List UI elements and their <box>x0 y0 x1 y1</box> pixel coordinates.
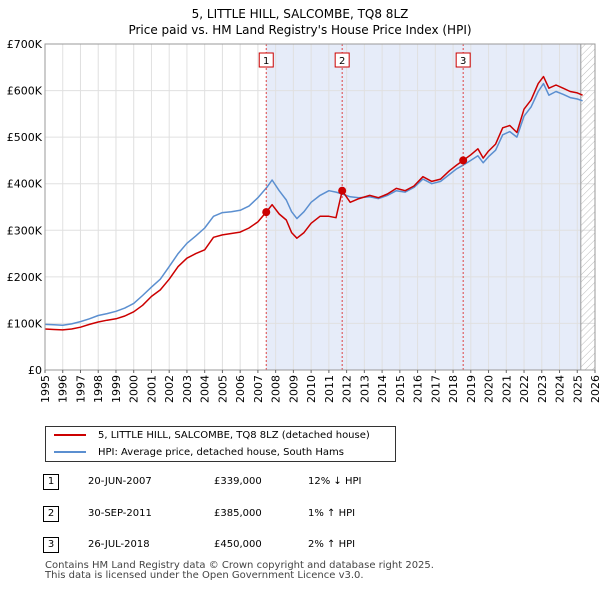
x-tick-label: 2024 <box>554 375 567 403</box>
y-tick-label: £0 <box>28 364 42 377</box>
chart-subtitle: Price paid vs. HM Land Registry's House … <box>128 23 471 37</box>
sale-number-badge: 2 <box>43 506 59 522</box>
hpi-line <box>44 82 583 327</box>
sale-marker-box <box>334 52 350 68</box>
x-tick-label: 2017 <box>429 375 442 403</box>
x-tick-label: 1996 <box>57 375 70 403</box>
chart-title: 5, LITTLE HILL, SALCOMBE, TQ8 8LZ <box>192 7 409 21</box>
x-tick-label: 2020 <box>483 375 496 403</box>
x-tick-label: 2015 <box>394 375 407 403</box>
footer: Contains HM Land Registry data © Crown c… <box>45 561 434 581</box>
legend-label-property: 5, LITTLE HILL, SALCOMBE, TQ8 8LZ (detac… <box>98 430 370 441</box>
x-tick-label: 2014 <box>376 375 389 403</box>
forecast-hatch <box>580 44 595 370</box>
x-tick-label: 2023 <box>536 375 549 403</box>
ownership-period-shade <box>342 44 464 370</box>
sale-date: 26-JUL-2018 <box>88 539 150 550</box>
x-tick-label: 2025 <box>571 375 584 403</box>
sale-number-badge: 3 <box>43 537 59 553</box>
x-tick-label: 2006 <box>234 375 247 403</box>
plot-border <box>44 43 596 371</box>
footer-copyright: Contains HM Land Registry data © Crown c… <box>45 560 434 571</box>
x-tick-label: 2005 <box>216 375 229 403</box>
x-tick-label: 2003 <box>181 375 194 403</box>
x-tick-label: 2007 <box>252 375 265 403</box>
sale-marker-label: 3 <box>460 56 466 67</box>
x-tick-label: 1995 <box>39 375 52 403</box>
legend: 5, LITTLE HILL, SALCOMBE, TQ8 8LZ (detac… <box>45 426 396 462</box>
x-tick-label: 2008 <box>270 375 283 403</box>
sale-date: 20-JUN-2007 <box>88 476 152 487</box>
sale-hpi-delta: 1% ↑ HPI <box>308 508 356 519</box>
legend-swatch-property <box>54 434 86 436</box>
x-tick-label: 2019 <box>465 375 478 403</box>
sale-hpi-delta: 12% ↓ HPI <box>308 476 362 487</box>
sale-marker-label: 2 <box>339 56 345 67</box>
x-tick-label: 2010 <box>305 375 318 403</box>
y-tick-label: £500K <box>7 131 43 144</box>
legend-item-property: 5, LITTLE HILL, SALCOMBE, TQ8 8LZ (detac… <box>54 428 370 444</box>
price-chart: 5, LITTLE HILL, SALCOMBE, TQ8 8LZ Price … <box>7 7 600 403</box>
x-tick-label: 2012 <box>341 375 354 403</box>
x-tick-label: 2011 <box>323 375 336 403</box>
x-tick-label: 2013 <box>358 375 371 403</box>
x-tick-label: 2026 <box>589 375 600 403</box>
sale-marker-box <box>258 52 274 68</box>
y-tick-label: £300K <box>7 224 43 237</box>
ownership-period-shade <box>463 44 581 370</box>
property-price-line <box>44 75 583 331</box>
sale-hpi-delta: 2% ↑ HPI <box>308 539 356 550</box>
x-tick-label: 1998 <box>92 375 105 403</box>
sale-marker-box <box>455 52 471 68</box>
sale-price: £385,000 <box>214 508 262 519</box>
sale-price: £450,000 <box>214 539 262 550</box>
y-tick-label: £200K <box>7 271 43 284</box>
x-tick-label: 2016 <box>412 375 425 403</box>
y-tick-label: £700K <box>7 38 43 51</box>
x-tick-label: 2000 <box>128 375 141 403</box>
legend-item-hpi: HPI: Average price, detached house, Sout… <box>54 445 344 461</box>
x-tick-label: 2018 <box>447 375 460 403</box>
y-tick-label: £600K <box>7 85 43 98</box>
legend-label-hpi: HPI: Average price, detached house, Sout… <box>98 447 344 458</box>
sale-date: 30-SEP-2011 <box>88 508 152 519</box>
sale-point <box>459 156 468 165</box>
footer-licence: This data is licensed under the Open Gov… <box>45 570 364 581</box>
x-tick-label: 2009 <box>287 375 300 403</box>
y-tick-label: £100K <box>7 317 43 330</box>
sale-number-badge: 1 <box>43 474 59 490</box>
x-tick-label: 2022 <box>518 375 531 403</box>
x-tick-label: 2001 <box>145 375 158 403</box>
x-tick-label: 2002 <box>163 375 176 403</box>
x-tick-label: 2021 <box>500 375 513 403</box>
ownership-period-shade <box>266 44 343 370</box>
y-tick-label: £400K <box>7 178 43 191</box>
x-tick-label: 1997 <box>74 375 87 403</box>
sale-point <box>262 208 271 217</box>
x-tick-label: 2004 <box>199 375 212 403</box>
legend-swatch-hpi <box>54 451 86 453</box>
sale-price: £339,000 <box>214 476 262 487</box>
x-tick-label: 1999 <box>110 375 123 403</box>
sale-point <box>338 186 347 195</box>
sale-marker-label: 1 <box>263 56 269 67</box>
